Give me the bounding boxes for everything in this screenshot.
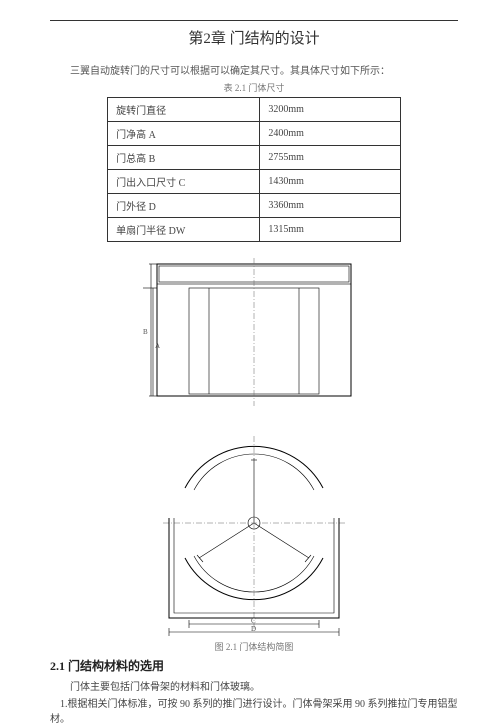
dimension-table-body: 旋转门直径3200mm门净高 A2400mm门总高 B2755mm门出入口尺寸 … [108,98,401,242]
table-cell-value: 2755mm [260,146,401,170]
figure-elevation: B A [139,252,369,412]
table-cell-key: 门净高 A [108,122,260,146]
body-para-2: 1.根据相关门体标准，可按 90 系列的推门进行设计。门体骨架采用 90 系列推… [50,695,458,725]
table-cell-key: 门外径 D [108,194,260,218]
section-heading: 2.1 门结构材料的选用 [50,657,458,674]
table-row: 门总高 B2755mm [108,146,401,170]
section-title: 门结构材料的选用 [68,659,164,673]
table-cell-value: 1315mm [260,218,401,242]
lead-paragraph: 三翼自动旋转门的尺寸可以根据可以确定其尺寸。其具体尺寸如下所示： [50,62,458,77]
table-row: 单扇门半径 DW1315mm [108,218,401,242]
figure-plan: C D [139,418,369,638]
figure-caption: 图 2.1 门体结构简图 [50,640,458,653]
dim-label-a: A [155,342,160,350]
table-caption: 表 2.1 门体尺寸 [50,81,458,94]
table-row: 门净高 A2400mm [108,122,401,146]
table-cell-key: 门出入口尺寸 C [108,170,260,194]
section-number: 2.1 [50,659,65,673]
table-cell-key: 旋转门直径 [108,98,260,122]
table-cell-value: 2400mm [260,122,401,146]
body-para-1: 门体主要包括门体骨架的材料和门体玻璃。 [50,678,458,693]
table-cell-key: 门总高 B [108,146,260,170]
top-rule [50,20,458,21]
table-row: 旋转门直径3200mm [108,98,401,122]
table-cell-value: 1430mm [260,170,401,194]
table-row: 门出入口尺寸 C1430mm [108,170,401,194]
svg-text:C: C [251,617,256,625]
dimension-table: 旋转门直径3200mm门净高 A2400mm门总高 B2755mm门出入口尺寸 … [107,97,401,242]
elevation-svg: B A [139,252,369,412]
svg-text:D: D [251,625,256,633]
chapter-heading: 第2章 门结构的设计 [50,27,458,48]
plan-svg: C D [139,418,369,638]
table-cell-value: 3200mm [260,98,401,122]
table-cell-key: 单扇门半径 DW [108,218,260,242]
page: 第2章 门结构的设计 三翼自动旋转门的尺寸可以根据可以确定其尺寸。其具体尺寸如下… [0,0,500,707]
dim-label-b: B [143,328,148,336]
table-cell-value: 3360mm [260,194,401,218]
chapter-label: 第2章 [188,31,226,47]
table-row: 门外径 D3360mm [108,194,401,218]
chapter-title: 门结构的设计 [230,31,320,47]
